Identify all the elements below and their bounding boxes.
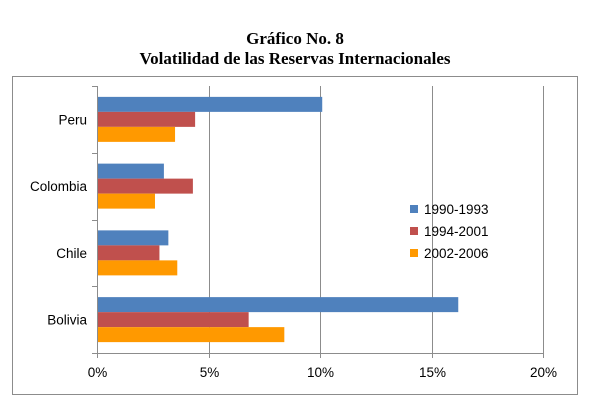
y-tick-label: Colombia <box>30 179 88 194</box>
axes <box>92 86 544 358</box>
x-tick-label: 0% <box>88 365 108 380</box>
bar-colombia-1990-1993 <box>97 163 164 179</box>
legend-label: 1990-1993 <box>424 202 489 217</box>
bar-chile-1990-1993 <box>97 230 169 246</box>
bar-bolivia-1990-1993 <box>97 297 459 313</box>
bar-bolivia-2002-2006 <box>97 327 285 343</box>
bar-peru-1994-2001 <box>97 111 196 127</box>
legend-swatch <box>410 249 418 257</box>
legend-label: 2002-2006 <box>424 246 489 261</box>
chart-title-line-2: Volatilidad de las Reservas Internaciona… <box>139 49 451 68</box>
y-tick-label: Peru <box>58 112 87 127</box>
bar-colombia-1994-2001 <box>97 178 193 194</box>
chart-title-line-1: Gráfico No. 8 <box>246 29 344 48</box>
x-tick-label: 5% <box>200 365 220 380</box>
bar-peru-1990-1993 <box>97 96 323 112</box>
bar-chile-1994-2001 <box>97 245 160 261</box>
y-tick-label: Chile <box>56 246 87 261</box>
tick-labels: 0% 5% 10% 15% 20% Peru Colombia Chile Bolivia <box>30 112 557 380</box>
bar-chile-2002-2006 <box>97 260 178 276</box>
x-tick-label: 15% <box>419 365 446 380</box>
legend-swatch <box>410 227 418 235</box>
legend-swatch <box>410 205 418 213</box>
x-tick-label: 20% <box>530 365 557 380</box>
gridlines <box>209 86 544 353</box>
bars <box>97 96 459 343</box>
x-tick-label: 10% <box>307 365 334 380</box>
bar-colombia-2002-2006 <box>97 193 155 209</box>
legend-label: 1994-2001 <box>424 224 489 239</box>
chart-frame <box>12 76 578 395</box>
y-tick-label: Bolivia <box>47 313 87 328</box>
bar-peru-2002-2006 <box>97 126 176 142</box>
legend: 1990-1993 1994-2001 2002-2006 <box>410 202 489 261</box>
bar-bolivia-1994-2001 <box>97 312 249 328</box>
